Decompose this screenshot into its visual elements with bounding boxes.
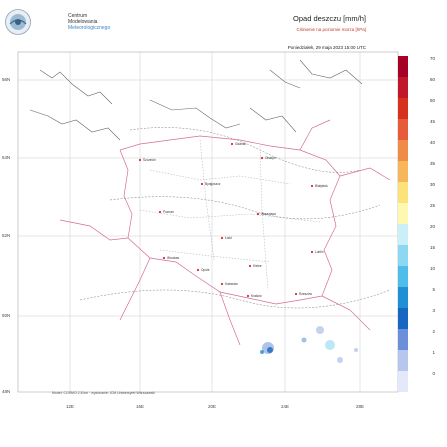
org-line-1: Centrum <box>68 13 88 19</box>
colorbar-swatch <box>398 119 408 140</box>
colorbar-swatch <box>398 287 408 308</box>
city-label-bialystok: Białystok <box>315 184 328 188</box>
colorbar-label: 3 <box>432 308 435 313</box>
colorbar-swatch <box>398 77 408 98</box>
colorbar-swatch <box>398 203 408 224</box>
colorbar-swatch <box>398 308 408 329</box>
imgw-logo-icon <box>5 9 31 35</box>
colorbar-label: 5 <box>432 287 435 292</box>
lat-label: 50N <box>2 313 11 318</box>
city-labels: Szczecin Gdańsk Olsztyn Bydgoszcz Białys… <box>143 142 328 298</box>
colorbar-label: 1 <box>432 350 435 355</box>
lon-label: 24E <box>281 404 290 409</box>
colorbar-label: 30 <box>429 182 435 187</box>
map-title: Opad deszczu [mm/h] <box>293 14 366 23</box>
forecast-datetime: Poniedziałek, 29 maja 2023 15:00 UTC <box>287 45 366 50</box>
org-line-3: Meteorologicznego <box>68 25 111 31</box>
city-label-katowice: Katowice <box>225 282 238 286</box>
city-markers <box>138 142 314 298</box>
city-label-warszawa: Warszawa <box>261 212 276 216</box>
org-line-2: Modelowania <box>68 19 98 25</box>
colorbar-label: 60 <box>429 77 435 82</box>
colorbar-label: 0 <box>432 371 435 376</box>
colorbar-swatch <box>398 140 408 161</box>
regional-borders <box>139 139 321 291</box>
map-subtitle: Ciśnienie na poziomie morza [hPa] <box>296 27 366 32</box>
colorbar-label: 15 <box>429 245 435 250</box>
city-label-wroclaw: Wrocław <box>167 256 180 260</box>
city-label-rzeszow: Rzeszów <box>299 292 313 296</box>
colorbar-swatch <box>398 182 408 203</box>
colorbar-swatch <box>398 161 408 182</box>
colorbar-swatch <box>398 329 408 350</box>
colorbar-swatch <box>398 266 408 287</box>
lat-label: 56N <box>2 77 11 82</box>
city-label-lublin: Lublin <box>315 250 324 254</box>
colorbar-label: 35 <box>429 161 435 166</box>
city-label-krakow: Kraków <box>251 294 262 298</box>
lon-label: 28E <box>356 404 365 409</box>
colorbar-swatch <box>398 224 408 245</box>
colorbar-label: 25 <box>429 203 435 208</box>
colorbar-labels: 70 60 50 45 40 35 30 25 20 15 10 5 3 2 1 0 <box>405 52 441 392</box>
city-label-lodz: Łódź <box>225 236 232 240</box>
organization-name: Centrum Modelowania Meteorologicznego <box>68 13 110 31</box>
colorbar-swatch <box>398 371 408 392</box>
rain-cells <box>260 326 358 363</box>
lon-label: 20E <box>208 404 217 409</box>
colorbar-swatch <box>398 98 408 119</box>
city-label-gdansk: Gdańsk <box>235 142 246 146</box>
isobars <box>79 127 391 309</box>
colorbar-swatch <box>398 245 408 266</box>
colorbar-label: 40 <box>429 140 435 145</box>
country-borders <box>59 119 391 346</box>
city-label-olsztyn: Olsztyn <box>265 156 276 160</box>
lat-label: 54N <box>2 155 11 160</box>
lat-label: 48N <box>2 389 11 394</box>
colorbar-swatch <box>398 350 408 371</box>
colorbar-label: 70 <box>429 56 435 61</box>
city-label-opole: Opole <box>201 268 210 272</box>
lon-label: 12E <box>66 404 75 409</box>
colorbar-swatch <box>398 56 408 77</box>
city-label-bydgoszcz: Bydgoszcz <box>205 182 221 186</box>
city-label-kielce: Kielce <box>253 264 262 268</box>
colorbar-label: 50 <box>429 98 435 103</box>
colorbar-label: 20 <box>429 224 435 229</box>
city-label-szczecin: Szczecin <box>143 158 156 162</box>
city-label-poznan: Poznań <box>163 210 174 214</box>
coastline <box>29 59 363 141</box>
lat-label: 52N <box>2 233 11 238</box>
map-frame <box>17 51 399 393</box>
colorbar-label: 10 <box>429 266 435 271</box>
colorbar-label: 45 <box>429 119 435 124</box>
lon-label: 16E <box>136 404 145 409</box>
map-footer: Model: COSMO 2.8 km · wykonanie: ICM Uni… <box>52 391 155 395</box>
precipitation-colorbar <box>398 56 408 392</box>
colorbar-label: 2 <box>432 329 435 334</box>
